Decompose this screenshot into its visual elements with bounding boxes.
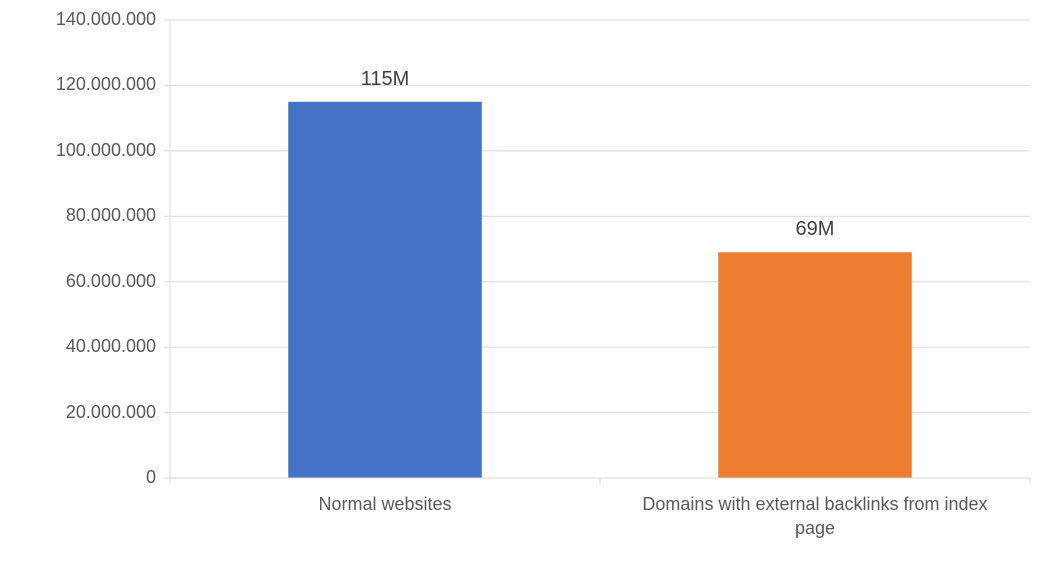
chart-svg — [0, 0, 1056, 572]
category-label: Domains with external backlinks from ind… — [625, 492, 1005, 540]
bar-value-label: 69M — [755, 218, 875, 241]
y-axis-tick-label: 40.000.000 — [66, 336, 156, 357]
y-axis-tick-label: 60.000.000 — [66, 271, 156, 292]
bar — [288, 102, 482, 478]
y-axis-tick-label: 20.000.000 — [66, 402, 156, 423]
bar — [718, 252, 912, 478]
y-axis-tick-label: 80.000.000 — [66, 205, 156, 226]
y-axis-tick-label: 0 — [146, 467, 156, 488]
y-axis-tick-label: 120.000.000 — [56, 74, 156, 95]
y-axis-tick-label: 140.000.000 — [56, 9, 156, 30]
bar-chart: 0 20.000.000 40.000.000 60.000.000 80.000.00… — [0, 0, 1056, 572]
bar-value-label: 115M — [325, 68, 445, 91]
category-label: Normal websites — [195, 492, 575, 516]
y-axis-tick-label: 100.000.000 — [56, 140, 156, 161]
